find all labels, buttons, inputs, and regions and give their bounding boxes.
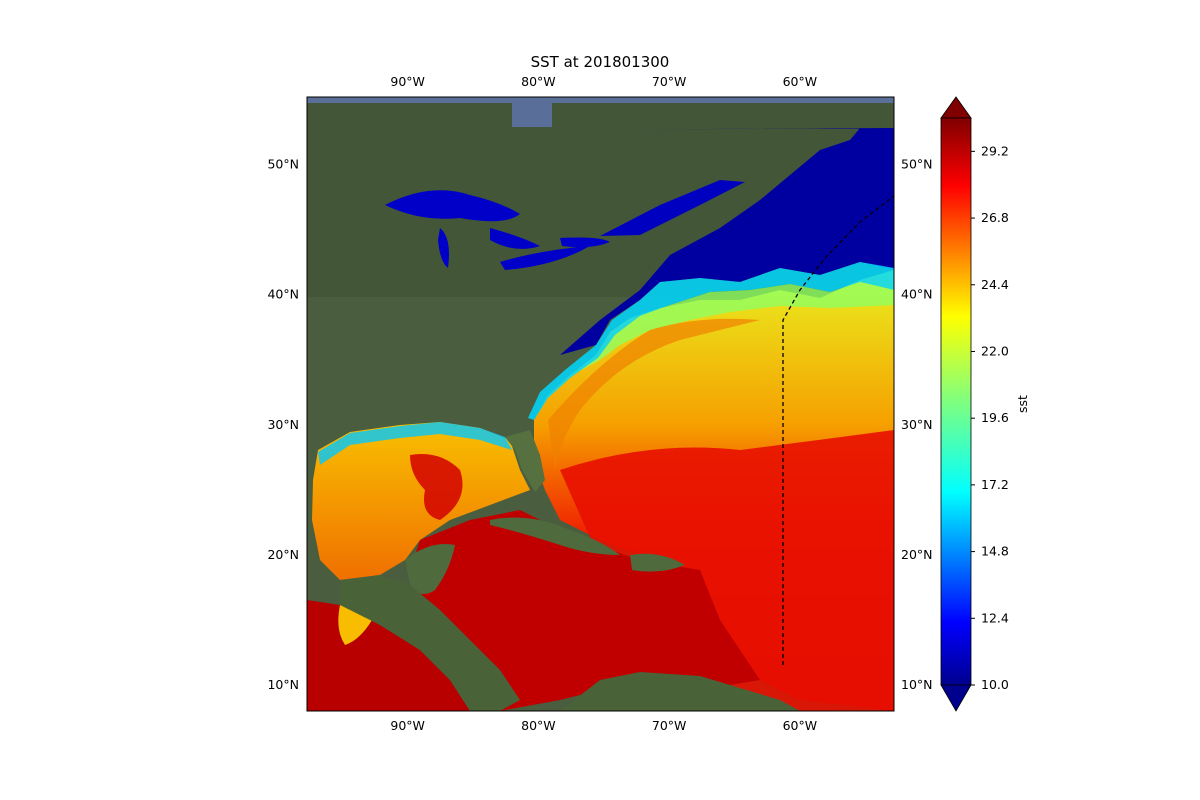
gulf-cold-rim: [318, 422, 512, 465]
central-america: [340, 575, 520, 711]
lat-tick-right: 40°N: [901, 287, 933, 302]
lon-ticks-bottom: 90°W 80°W 70°W 60°W: [390, 718, 817, 733]
colorbar-tick-label: 17.2: [981, 477, 1009, 492]
tropical-atlantic: [560, 430, 894, 711]
florida: [505, 430, 545, 492]
colorbar-gradient: [940, 117, 972, 686]
colorbar-tick-label: 22.0: [981, 343, 1009, 358]
lat-ticks-right: 50°N 40°N 30°N 20°N 10°N: [901, 157, 933, 692]
north-sea-edge: [307, 97, 894, 103]
colorbar-tick-label: 19.6: [981, 410, 1009, 425]
lat-tick-left: 30°N: [267, 417, 299, 432]
map-frame: [306, 96, 895, 712]
cuba: [490, 517, 620, 555]
lat-tick-left: 50°N: [267, 157, 299, 172]
lat-tick-right: 10°N: [901, 677, 933, 692]
lat-tick-left: 10°N: [267, 677, 299, 692]
lat-tick-right: 20°N: [901, 547, 933, 562]
map-panel: [307, 97, 894, 711]
map-title: SST at 201801300: [531, 53, 670, 71]
colorbar-extend-min: [940, 684, 972, 712]
hudson-bay-edge: [512, 97, 552, 127]
colorbar-tick-label: 12.4: [981, 610, 1009, 625]
lon-tick-top: 70°W: [652, 74, 687, 89]
colorbar-tick-label: 29.2: [981, 143, 1009, 158]
lon-tick-bottom: 80°W: [521, 718, 556, 733]
caribbean-sea: [410, 510, 760, 711]
hispaniola: [630, 553, 685, 572]
loop-current: [410, 454, 463, 520]
colorbar-label: sst: [1015, 395, 1030, 413]
colorbar-tick-label: 14.8: [981, 544, 1009, 559]
lat-tick-left: 20°N: [267, 547, 299, 562]
boundary-dashed-line: [782, 195, 894, 665]
lon-tick-top: 80°W: [521, 74, 556, 89]
cold-water-northeast: [560, 128, 894, 355]
lon-ticks-top: 90°W 80°W 70°W 60°W: [390, 74, 817, 89]
lon-tick-bottom: 60°W: [783, 718, 818, 733]
st-lawrence: [600, 180, 745, 236]
yucatan: [405, 544, 455, 594]
gulf-stream: [548, 318, 760, 470]
lat-tick-right: 30°N: [901, 417, 933, 432]
colorbar-tick-label: 10.0: [981, 677, 1009, 692]
lat-ticks-left: 50°N 40°N 30°N 20°N 10°N: [267, 157, 299, 692]
shelf-green-band: [578, 282, 894, 372]
lon-tick-bottom: 70°W: [652, 718, 687, 733]
shelf-cold-band: [528, 262, 894, 420]
lon-tick-top: 60°W: [783, 74, 818, 89]
lat-tick-right: 50°N: [901, 157, 933, 172]
lon-tick-bottom: 90°W: [390, 718, 425, 733]
great-lakes: [385, 190, 610, 270]
colorbar-ticks: 10.0 12.4 14.8 17.2 19.6 22.0 24.4 26.8 29.2: [971, 143, 1009, 692]
lat-tick-left: 40°N: [267, 287, 299, 302]
gulf-of-mexico: [312, 422, 530, 580]
lon-tick-top: 90°W: [390, 74, 425, 89]
south-america: [560, 672, 800, 711]
colorbar: 10.0 12.4 14.8 17.2 19.6 22.0 24.4 26.8 29.2 sst: [940, 96, 1030, 712]
colorbar-extend-max: [940, 96, 972, 119]
colorbar-tick-label: 26.8: [981, 210, 1009, 225]
colorbar-tick-label: 24.4: [981, 277, 1009, 292]
